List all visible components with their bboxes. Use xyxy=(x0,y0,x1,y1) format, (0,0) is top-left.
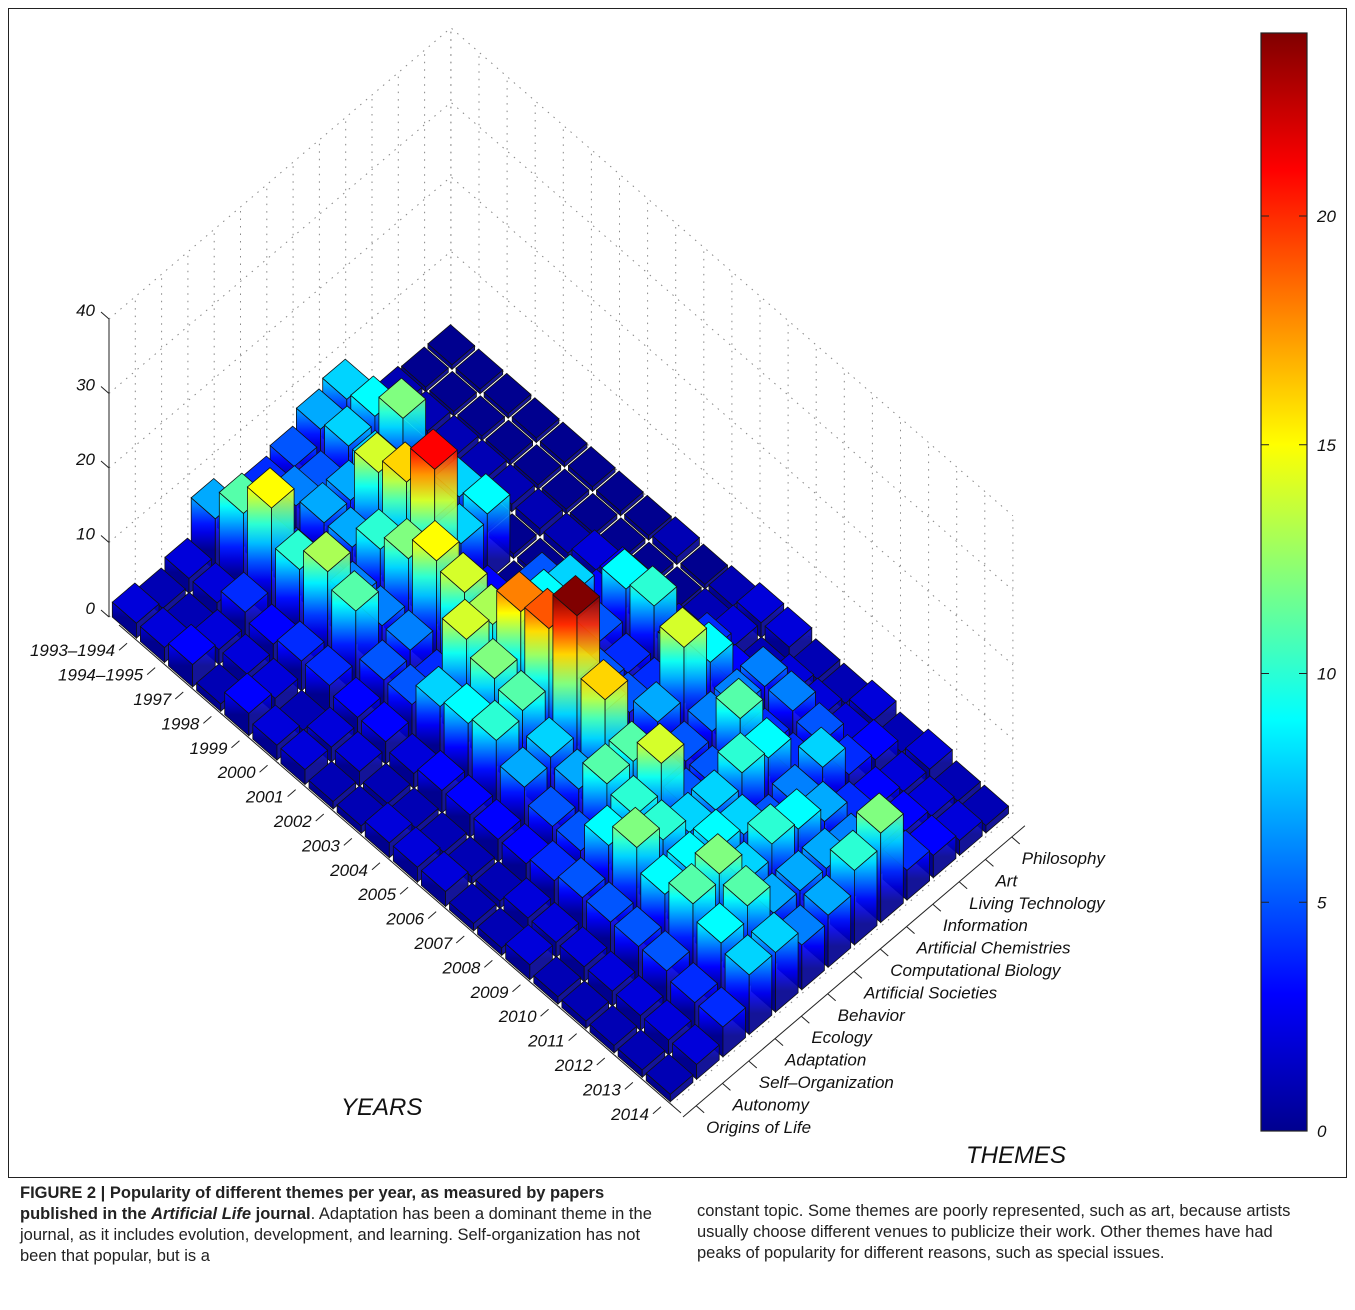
theme-tick-label: Artificial Societies xyxy=(863,983,998,1002)
z-tick-label: 20 xyxy=(75,450,95,469)
year-tick-label: 1999 xyxy=(190,739,228,758)
bar-2013-Origins of Life xyxy=(617,1029,666,1079)
bar-1999-Origins of Life xyxy=(224,672,273,737)
theme-tick-label: Origins of Life xyxy=(706,1118,811,1137)
bar-2000-Living Technology xyxy=(515,487,564,537)
bar-1997-Origins of Life xyxy=(167,623,216,688)
bar-1997-Art xyxy=(457,395,506,442)
year-tick-label: 2014 xyxy=(610,1105,649,1124)
bar-2001-Philosophy xyxy=(595,470,644,517)
year-tick-label: 2011 xyxy=(527,1032,565,1051)
themes-axis-title: THEMES xyxy=(966,1142,1066,1169)
colorbar-tick-label: 20 xyxy=(1316,207,1336,226)
year-tick-label: 1997 xyxy=(133,690,171,709)
bar-2014-Origins of Life xyxy=(645,1053,694,1103)
theme-tick-label: Behavior xyxy=(838,1006,906,1025)
theme-tick-label: Art xyxy=(994,871,1018,890)
year-tick-label: 2012 xyxy=(554,1056,593,1075)
bar3d-chart: 0 10 20 30 40 1993–1994 1994–1995 1997 1998 1999 2… xyxy=(30,27,1336,1169)
bar-2000-Philosophy xyxy=(567,446,616,493)
colorbar: 0 5 10 15 20 xyxy=(1260,32,1336,1141)
year-tick-label: 2006 xyxy=(385,910,424,929)
z-tick-label: 40 xyxy=(76,301,95,320)
year-tick-label: 2001 xyxy=(245,788,284,807)
z-tick-label: 10 xyxy=(76,525,95,544)
bar-1994–1995-Philosophy xyxy=(455,348,504,395)
year-tick-label: 2005 xyxy=(357,885,396,904)
z-tick-label: 30 xyxy=(76,376,95,395)
caption-left-column: FIGURE 2 | Popularity of different theme… xyxy=(20,1183,660,1267)
bar-1997-Philosophy xyxy=(483,372,532,419)
bar-2011-Origins of Life xyxy=(561,980,610,1030)
colorbar-tick-label: 15 xyxy=(1317,436,1336,455)
theme-tick-label: Ecology xyxy=(811,1028,873,1047)
year-tick-label: 2013 xyxy=(582,1080,621,1099)
theme-tick-label: Computational Biology xyxy=(890,961,1062,980)
bar-1998-Philosophy xyxy=(511,397,560,444)
theme-tick-label: Autonomy xyxy=(731,1095,810,1114)
year-tick-label: 2007 xyxy=(413,934,452,953)
year-tick-label: 2010 xyxy=(498,1007,537,1026)
bar-2003-Autonomy xyxy=(362,762,411,812)
year-tick-label: 1998 xyxy=(162,714,200,733)
bar-2006-Origins of Life xyxy=(420,850,469,908)
year-tick-label: 2004 xyxy=(329,861,368,880)
bar-1993–1994-Philosophy xyxy=(427,324,476,371)
year-tick-label: 1993–1994 xyxy=(30,641,115,660)
year-tick-label: 2009 xyxy=(470,983,509,1002)
theme-tick-label: Information xyxy=(943,916,1028,935)
figure-caption: FIGURE 2 | Popularity of different theme… xyxy=(20,1183,1340,1303)
bar-2012-Origins of Life xyxy=(589,1004,638,1054)
caption-figure-label: FIGURE 2 | Popularity of different theme… xyxy=(20,1184,605,1223)
year-tick-label: 1994–1995 xyxy=(58,666,144,685)
z-tick-label: 0 xyxy=(86,599,96,618)
colorbar-tick-label: 10 xyxy=(1317,665,1336,684)
year-tick-label: 2000 xyxy=(217,763,256,782)
colorbar-gradient xyxy=(1260,32,1308,1132)
bar-2014-Autonomy xyxy=(671,1023,720,1081)
bar-2002-Origins of Life xyxy=(308,760,357,810)
bar-2007-Origins of Life xyxy=(448,882,497,932)
theme-tick-label: Living Technology xyxy=(969,894,1106,913)
theme-tick-label: Self–Organization xyxy=(759,1073,894,1092)
bar-1999-Philosophy xyxy=(539,421,588,468)
caption-right-column: constant topic. Some themes are poorly r… xyxy=(697,1202,1291,1262)
bar-2003-Philosophy xyxy=(652,516,701,566)
bars xyxy=(111,324,1010,1103)
colorbar-tick-label: 5 xyxy=(1317,893,1327,912)
bar-2000-Art xyxy=(541,468,590,515)
theme-tick-label: Adaptation xyxy=(784,1051,866,1070)
axes: 0 10 20 30 40 1993–1994 1994–1995 1997 1998 1999 2… xyxy=(30,301,1106,1137)
year-tick-label: 2003 xyxy=(301,836,340,855)
theme-tick-label: Artificial Chemistries xyxy=(916,939,1071,958)
colorbar-tick-label: 0 xyxy=(1317,1122,1327,1141)
caption-figure-label-end: journal xyxy=(251,1205,311,1223)
year-tick-label: 2008 xyxy=(442,958,481,977)
theme-tick-label: Philosophy xyxy=(1022,849,1107,868)
figure-frame: 0 10 20 30 40 1993–1994 1994–1995 1997 1998 1999 2… xyxy=(8,8,1347,1178)
bar-2010-Origins of Life xyxy=(533,955,582,1005)
years-axis-title: YEARS xyxy=(341,1094,422,1121)
bar-2007-Philosophy xyxy=(764,606,813,663)
year-tick-label: 2002 xyxy=(273,812,312,831)
caption-text-left: . Adaptation has been a dominant theme i… xyxy=(20,1205,652,1265)
caption-journal-name: Artificial Life xyxy=(151,1205,252,1223)
bar-2009-Origins of Life xyxy=(505,924,554,981)
